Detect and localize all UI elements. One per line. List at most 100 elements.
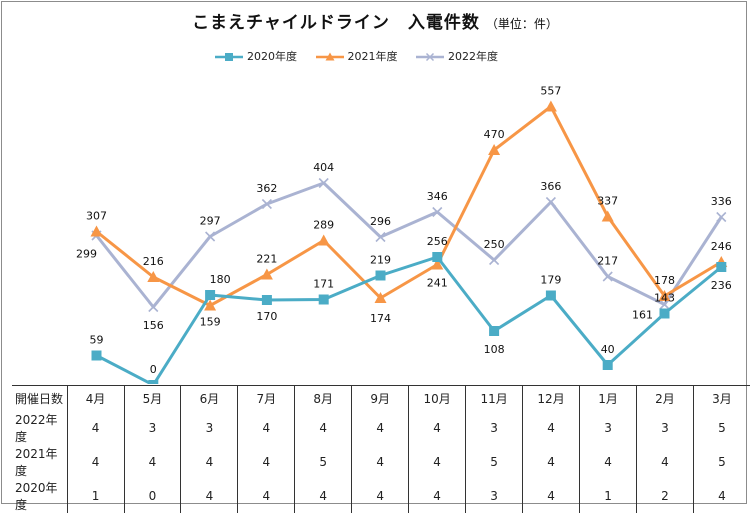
table-month-cell: 8月 <box>294 385 352 411</box>
data-point <box>147 271 160 282</box>
data-label: 299 <box>76 248 97 261</box>
table-cell: 3 <box>180 411 238 445</box>
data-label: 217 <box>597 255 618 268</box>
table-row-2021: 2021年度 4 4 4 4 5 4 4 5 4 4 4 5 <box>12 445 750 479</box>
table-month-cell: 2月 <box>635 385 694 411</box>
data-point <box>205 290 216 300</box>
data-point <box>545 196 556 208</box>
table-cell: 4 <box>294 479 352 513</box>
data-point <box>602 360 613 370</box>
legend-item-2022: 2022年度 <box>415 48 498 64</box>
table-cell: 1 <box>66 479 124 513</box>
data-label: 366 <box>540 180 561 193</box>
data-label: 296 <box>370 215 391 228</box>
table-cell: 3 <box>465 411 523 445</box>
series-line <box>95 105 723 307</box>
data-label: 250 <box>484 238 505 251</box>
table-cell: 5 <box>294 445 352 479</box>
data-label: 174 <box>370 312 391 325</box>
data-point <box>601 210 614 222</box>
table-header-label: 開催日数 <box>12 385 68 411</box>
table-cell: 5 <box>692 411 750 445</box>
data-label: 289 <box>313 219 334 232</box>
series-2022年度 <box>91 177 727 313</box>
data-point <box>716 262 727 272</box>
table-cell: 4 <box>237 445 295 479</box>
series-line <box>95 181 723 309</box>
data-point <box>658 290 671 301</box>
data-label: 557 <box>540 85 561 98</box>
table-month-cell: 7月 <box>237 385 295 411</box>
table-cell: 4 <box>408 479 466 513</box>
data-point <box>90 225 103 237</box>
data-point <box>375 270 386 281</box>
legend-label-2020: 2020年度 <box>247 50 297 63</box>
table-cell: 4 <box>351 411 409 445</box>
data-point <box>261 198 272 210</box>
table-cell: 4 <box>522 411 580 445</box>
data-label: 108 <box>484 343 505 356</box>
data-point <box>659 308 670 319</box>
data-label: 40 <box>601 343 615 356</box>
legend-swatch-2022 <box>416 52 444 62</box>
data-label: 241 <box>427 277 448 290</box>
event-days-table: 開催日数 4月 5月 6月 7月 8月 9月 10月 11月 12月 1月 2月… <box>12 385 750 513</box>
table-month-cell: 10月 <box>408 385 466 411</box>
table-cell: 5 <box>465 445 523 479</box>
table-cell: 3 <box>579 411 637 445</box>
data-point <box>318 177 329 189</box>
data-label: 256 <box>427 235 448 248</box>
data-point <box>488 144 501 155</box>
data-point <box>148 301 159 313</box>
chart-title: こまえチャイルドライン 入電件数 （単位：件） <box>0 8 750 33</box>
table-cell: 4 <box>635 445 694 479</box>
table-cell: 3 <box>465 479 523 513</box>
data-point <box>489 254 500 266</box>
table-month-cell: 5月 <box>123 385 181 411</box>
data-point <box>204 299 217 311</box>
data-label: 156 <box>143 319 164 332</box>
line-chart: 59 0 180 170 171 219 256 108 179 40 143 236 307 216 15… <box>76 85 732 384</box>
data-label: 170 <box>256 310 277 323</box>
data-point <box>148 380 159 384</box>
table-month-cell: 1月 <box>579 385 637 411</box>
legend-swatch-2021 <box>315 52 344 61</box>
table-cell: 4 <box>66 411 124 445</box>
data-point <box>432 252 443 262</box>
data-label: 404 <box>313 161 334 174</box>
table-row-2020: 2020年度 1 0 4 4 4 4 4 3 4 1 2 4 <box>12 479 750 513</box>
table-cell: 4 <box>294 411 352 445</box>
legend-item-2021: 2021年度 <box>315 48 398 64</box>
table-cell: 4 <box>180 445 238 479</box>
data-point <box>261 295 272 305</box>
data-point <box>659 299 670 310</box>
data-point <box>432 206 443 218</box>
data-label: 159 <box>200 316 221 329</box>
data-label: 246 <box>711 240 732 253</box>
data-point <box>318 294 329 305</box>
table-cell: 4 <box>237 479 295 513</box>
legend-label-2022: 2022年度 <box>448 50 498 63</box>
table-month-cell: 9月 <box>351 385 409 411</box>
data-point <box>91 350 102 361</box>
data-label: 307 <box>86 210 107 223</box>
data-label: 219 <box>370 254 391 267</box>
chart-title-text: こまえチャイルドライン 入電件数 <box>192 13 480 33</box>
data-label: 236 <box>711 279 732 292</box>
table-cell: 4 <box>579 445 637 479</box>
table-cell: 4 <box>237 411 295 445</box>
legend-item-2020: 2020年度 <box>214 48 297 64</box>
table-row-2022: 2022年度 4 3 3 4 4 4 4 3 4 3 3 5 <box>12 411 750 445</box>
table-month-cell: 12月 <box>522 385 580 411</box>
data-point <box>374 292 387 303</box>
data-label: 0 <box>150 363 157 376</box>
data-labels: 59 0 180 170 171 219 256 108 179 40 143 236 307 216 15… <box>76 85 732 377</box>
table-row-label: 2022年度 <box>15 413 58 444</box>
table-cell: 5 <box>692 445 750 479</box>
chart-unit-text: （単位：件） <box>485 17 558 31</box>
table-cell: 3 <box>123 411 181 445</box>
table-cell: 0 <box>123 479 181 513</box>
data-label: 161 <box>632 309 653 322</box>
table-cell: 4 <box>351 479 409 513</box>
data-point <box>317 234 330 246</box>
